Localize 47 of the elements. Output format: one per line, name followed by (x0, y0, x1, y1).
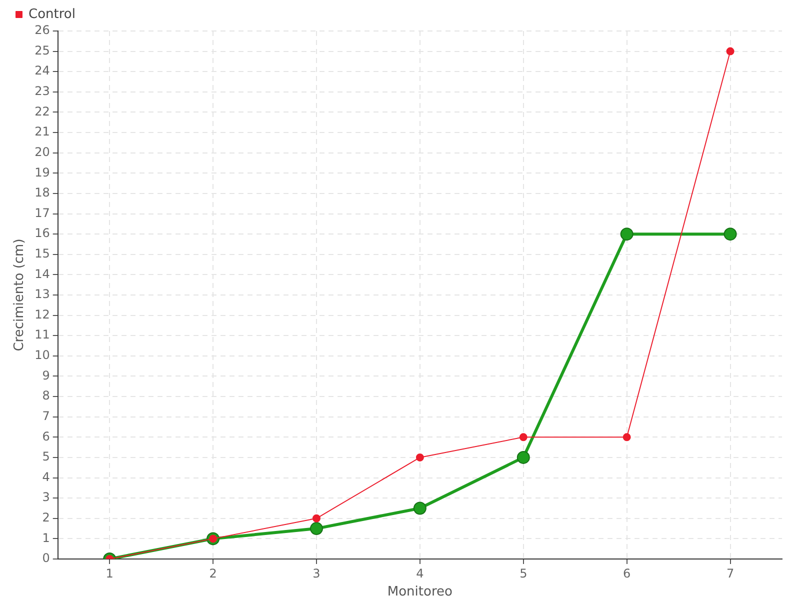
x-tick-label: 4 (416, 566, 424, 580)
x-tick-label: 2 (209, 566, 217, 580)
y-tick-label: 0 (42, 551, 50, 566)
y-tick-label: 10 (34, 348, 50, 362)
x-axis-title: Monitoreo (387, 584, 453, 600)
point (622, 433, 631, 442)
point (519, 433, 528, 442)
y-tick-label: 14 (34, 266, 50, 281)
y-tick-label: 6 (42, 429, 50, 444)
y-tick-label: 4 (42, 470, 50, 484)
y-tick-label: 1 (42, 530, 50, 545)
point (312, 514, 320, 522)
x-tick-label: 6 (623, 566, 631, 580)
point (413, 502, 426, 515)
y-tick-label: 7 (42, 408, 50, 423)
y-tick-label: 3 (42, 490, 50, 504)
point (516, 450, 530, 464)
y-tick-label: 18 (34, 186, 50, 200)
point (416, 453, 424, 462)
point (726, 47, 734, 56)
y-tick-label: 19 (34, 165, 50, 180)
y-tick-label: 21 (34, 124, 50, 139)
x-tick-label: 5 (520, 566, 528, 580)
y-tick-label: 11 (34, 328, 50, 342)
y-tick-label: 23 (34, 84, 50, 98)
legend-label: Control (28, 6, 76, 22)
point (724, 228, 737, 241)
y-tick-label: 13 (34, 287, 50, 302)
x-tick-label: 7 (726, 566, 734, 580)
y-tick-label: 22 (34, 104, 50, 118)
x-tick-label: 3 (312, 566, 320, 580)
y-tick-label: 20 (34, 144, 50, 159)
point (620, 228, 634, 241)
y-tick-label: 15 (34, 246, 50, 261)
y-tick-label: 9 (42, 368, 50, 382)
y-tick-label: 8 (42, 388, 50, 403)
x-tick-label: 1 (106, 566, 114, 580)
y-tick-label: 5 (42, 450, 50, 464)
y-tick-label: 17 (34, 206, 50, 220)
point (310, 522, 323, 536)
y-tick-label: 2 (42, 510, 50, 525)
y-axis-title: Crecimiento (cm) (12, 238, 28, 352)
y-tick-label: 12 (34, 307, 50, 322)
y-tick-label: 16 (34, 226, 50, 240)
y-tick-label: 25 (34, 43, 50, 58)
y-tick-label: 26 (34, 23, 50, 38)
y-tick-label: 24 (34, 64, 50, 78)
